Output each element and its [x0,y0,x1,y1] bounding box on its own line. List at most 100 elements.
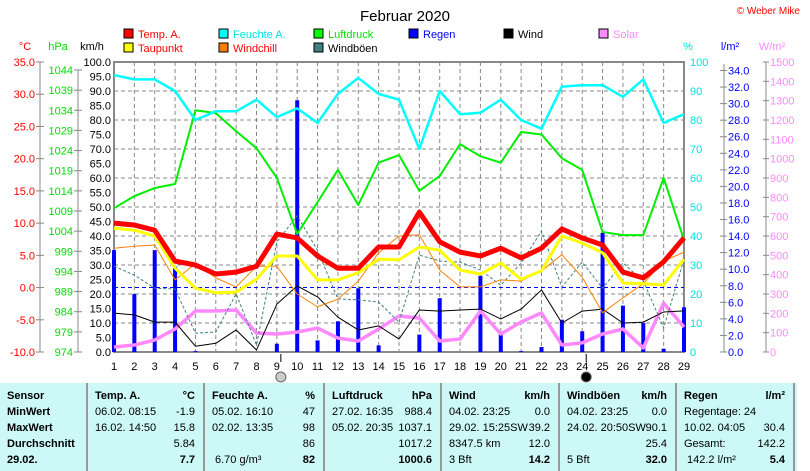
legend-swatch [218,28,229,39]
x-tick: 19 [474,361,486,373]
temp-axis-unit: °C [19,41,31,53]
cell-value: 39.2 [528,422,550,434]
rain-tick: 8.0 [728,281,743,293]
cell-value: 30.4 [763,422,785,434]
x-tick: 7 [233,361,239,373]
rain-bar [519,351,524,352]
x-tick: 14 [373,361,385,373]
hum-tick: 0 [690,347,696,359]
cell-value: -1.9 [176,406,195,418]
cell-value: 25.4 [645,438,667,450]
hum-tick: 70 [690,144,702,156]
column-header: Windböen [567,390,621,402]
x-tick: 21 [515,361,527,373]
solar-tick: 400 [770,270,788,282]
kmh-tick: 25.0 [90,275,111,287]
cell-text: 05.02. 16:10 [212,406,274,418]
cell-text: Regentage: 24 [684,406,757,418]
x-tick: 15 [393,361,405,373]
legend-label-8: Windböen [328,43,378,55]
temp-tick: 20.0 [14,154,35,166]
rain-tick: 34.0 [728,66,749,78]
legend-label-7: Windchill [233,43,277,55]
x-tick: 20 [495,361,507,373]
legend-swatch [313,42,324,53]
column-header: Feuchte A. [212,390,268,402]
cell-value: 47 [302,406,315,418]
legend-label-2: Luftdruck [328,29,374,41]
column-unit: °C [182,390,195,402]
column-header: Luftdruck [332,390,383,402]
x-tick: 2 [131,361,137,373]
solar-tick: 1300 [770,96,794,108]
rain-bar [152,250,157,352]
solar-tick: 700 [770,212,788,224]
x-tick: 24 [576,361,588,373]
rain-tick: 24.0 [728,148,749,160]
legend-swatch [598,28,609,39]
hpa-tick: 1014 [49,186,73,198]
kmh-tick: 45.0 [90,217,111,229]
cell-value: 1000.6 [398,454,432,466]
column-header: Wind [449,390,476,402]
table-column: Windböen km/h 04.02. 23:25 0.0 24.02. 20:50S… [560,383,677,471]
legend-label-6: Taupunkt [138,43,183,55]
solar-tick: 900 [770,173,788,185]
temp-tick: 30.0 [14,89,35,101]
column-unit: l/m² [765,390,785,402]
table-column: Temp. A. °C 06.02. 08:15 -1.9 16.02. 14:50 15… [88,383,205,471]
rain-bar [661,348,666,352]
series-solar [113,301,686,350]
cell-text: 24.02. 20:50SW [567,422,646,434]
cell-text: 04.02. 23:25 [567,406,629,418]
column-unit: km/h [524,390,550,402]
x-tick: 12 [332,361,344,373]
temp-tick: 35.0 [14,57,35,69]
hum-tick: 40 [690,231,702,243]
rain-bar [295,100,300,353]
x-tick: 4 [172,361,178,373]
cell-value: 1037.1 [398,422,432,434]
legend-label-5: Solar [613,29,639,41]
kmh-tick: 85.0 [90,101,111,113]
temp-tick: 5.0 [20,250,35,262]
x-tick: 9 [274,361,280,373]
plot-frame [113,61,685,353]
x-tick: 1 [111,361,117,373]
hum-tick: 30 [690,260,702,272]
rain-tick: 18.0 [728,198,749,210]
cell-text: 29.02. 15:25SW [449,422,528,434]
cell-text: 6.70 g/m³ [215,454,262,466]
kmh-tick: 60.0 [90,173,111,185]
legend-swatch [313,28,324,39]
x-tick: 17 [434,361,446,373]
cell-text: 10.02. 04:05 [684,422,746,434]
kmh-tick: 75.0 [90,130,111,142]
cell-value: 98 [302,422,315,434]
rain-bar [641,323,646,352]
cell-value: 142.2 [757,438,785,450]
x-tick: 10 [291,361,303,373]
series-feuchte-a- [113,73,685,151]
row-label: MinWert [7,406,51,418]
cell-text: 3 Bft [449,454,472,466]
rain-bar [356,288,361,352]
x-tick: 25 [596,361,608,373]
rain-bar [315,340,320,352]
table-column: Regen l/m² Regentage: 24 10.02. 04:05 30.4 Ge… [677,383,795,471]
solar-tick: 200 [770,308,788,320]
table-column: Luftdruck hPa 27.02. 16:35 988.4 05.02. 20:3… [325,383,442,471]
cell-text: 05.02. 20:35 [332,422,394,434]
row-label: MaxWert [7,422,53,434]
new-moon-icon [580,371,592,383]
cell-value: 5.4 [769,454,785,466]
rain-bar [437,298,442,352]
rain-bar [417,334,422,352]
x-tick: 5 [192,361,198,373]
copyright: © Weber Mike [737,6,801,17]
temp-tick: -5.0 [16,315,35,327]
cell-value: 14.2 [528,454,550,466]
x-tick: 28 [658,361,670,373]
kmh-tick: 30.0 [90,260,111,272]
cell-value: 32.0 [645,454,667,466]
